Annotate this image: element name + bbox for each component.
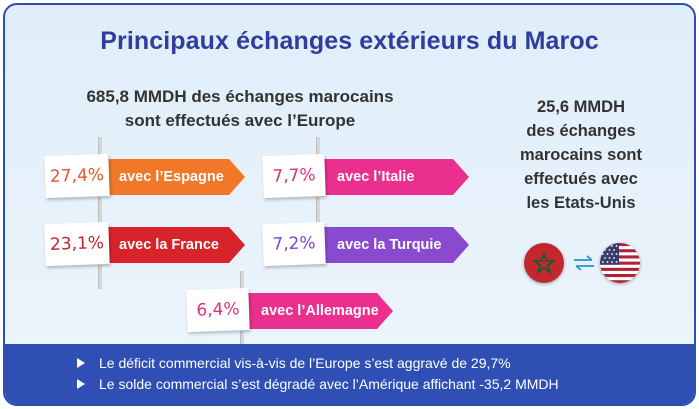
sign-pole [240,331,244,345]
partner-france: 23,1% avec la France [44,197,245,289]
partner-germany: 6,4% avec l’Allemagne [186,271,397,345]
partner-spain: 27,4% avec l’Espagne [44,137,245,199]
share-card: 6,4% [186,287,250,333]
share-card: 7,7% [262,153,326,199]
note-text: Le déficit commercial vis-à-vis de l’Eur… [99,354,511,371]
page-title: Principaux échanges extérieurs du Maroc [100,27,599,55]
europe-summary: 685,8 MMDH des échanges marocains sont e… [35,85,445,133]
morocco-flag-icon [524,243,564,283]
partner-label: avec l’Italie [323,159,469,195]
sign-pole [240,271,244,291]
note-item: Le déficit commercial vis-à-vis de l’Eur… [77,352,694,373]
notes-banner: Le déficit commercial vis-à-vis de l’Eur… [5,344,694,404]
note-item: Le solde commercial s’est dégradé avec l… [77,373,694,394]
share-card: 7,2% [262,221,326,267]
usa-summary-line: effectués avec [524,170,638,188]
usa-summary-line: marocains sont [520,146,642,164]
usa-summary-line: 25,6 MMDH [536,98,626,116]
usa-summary-line: des échanges [526,122,636,140]
usa-summary: 25,6 MMDH des échanges marocains sont ef… [491,95,671,215]
note-text: Le solde commercial s’est dégradé avec l… [99,375,559,392]
partner-label: avec la Turquie [323,227,469,263]
sign-pole [316,197,320,225]
exchange-arrows-icon [574,255,594,271]
sign-pole [98,265,102,289]
usa-summary-line: les Etats-Unis [526,194,636,212]
europe-summary-line: sont effectués avec l’Europe [124,111,356,130]
partner-label: avec la France [105,227,245,263]
sign-pole [98,137,102,157]
share-card: 23,1% [44,221,110,267]
usa-flag-icon [600,243,640,283]
sign-pole [98,197,102,225]
partner-label: avec l’Allemagne [247,293,393,329]
flags-exchange [524,243,644,287]
partner-turkey: 7,2% avec la Turquie [262,197,473,267]
partner-label: avec l’Espagne [105,159,245,195]
bullet-triangle-icon [77,378,85,389]
europe-summary-line: 685,8 MMDH des échanges marocains [86,87,394,106]
infographic-frame: Principaux échanges extérieurs du Maroc … [3,3,696,406]
bullet-triangle-icon [77,357,85,368]
sign-pole [316,137,320,157]
share-card: 27,4% [44,153,110,199]
partner-italy: 7,7% avec l’Italie [262,137,473,199]
